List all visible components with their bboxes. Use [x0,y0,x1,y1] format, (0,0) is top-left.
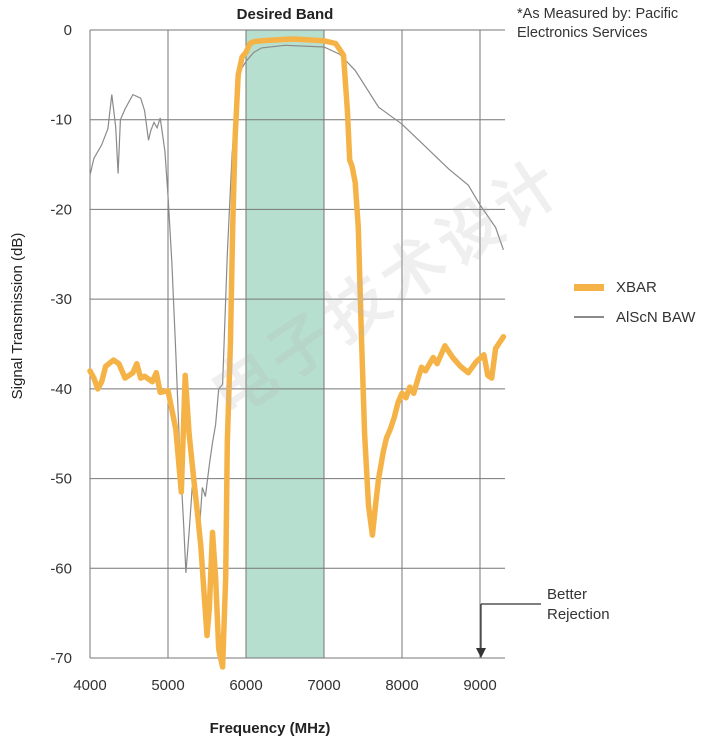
better-rejection-arrow [476,603,541,658]
x-axis-label: Frequency (MHz) [210,720,331,737]
x-tick-label: 9000 [463,677,496,694]
y-tick-label: -10 [50,112,72,129]
y-tick-label: -60 [50,560,72,577]
x-tick-label: 5000 [151,677,184,694]
legend-item-xbar: XBAR [574,272,695,302]
legend-item-alscn-baw: AlScN BAW [574,302,695,332]
x-tick-label: 4000 [73,677,106,694]
annotation-line-2: Rejection [547,606,610,623]
x-tick-label: 7000 [307,677,340,694]
y-tick-label: -40 [50,381,72,398]
y-tick-label: -70 [50,650,72,667]
legend-label-alscn-baw: AlScN BAW [616,308,696,326]
y-tick-label: -50 [50,471,72,488]
grid-lines [89,29,505,659]
better-rejection-annotation: Better Rejection [547,585,610,625]
x-tick-labels: 4000 5000 6000 7000 8000 9000 [73,677,496,694]
y-tick-labels: 0 -10 -20 -30 -40 -50 -60 -70 [50,22,72,667]
annotation-line-1: Better [547,586,588,603]
series-line-xbar [87,36,507,670]
band-label: Desired Band [237,6,334,23]
x-tick-label: 8000 [385,677,418,694]
desired-band-region [246,30,324,658]
legend-label-xbar: XBAR [616,278,657,296]
y-axis-label: Signal Transmission (dB) [9,233,26,400]
measurement-note: *As Measured by: Pacific Electronics Ser… [517,6,679,41]
x-tick-label: 6000 [229,677,262,694]
legend: XBAR AlScN BAW [574,272,695,332]
legend-swatch-alscn-baw [574,316,604,318]
legend-swatch-xbar [574,283,604,291]
y-tick-label: 0 [64,22,72,39]
y-tick-label: -30 [50,291,72,308]
y-tick-label: -20 [50,201,72,218]
